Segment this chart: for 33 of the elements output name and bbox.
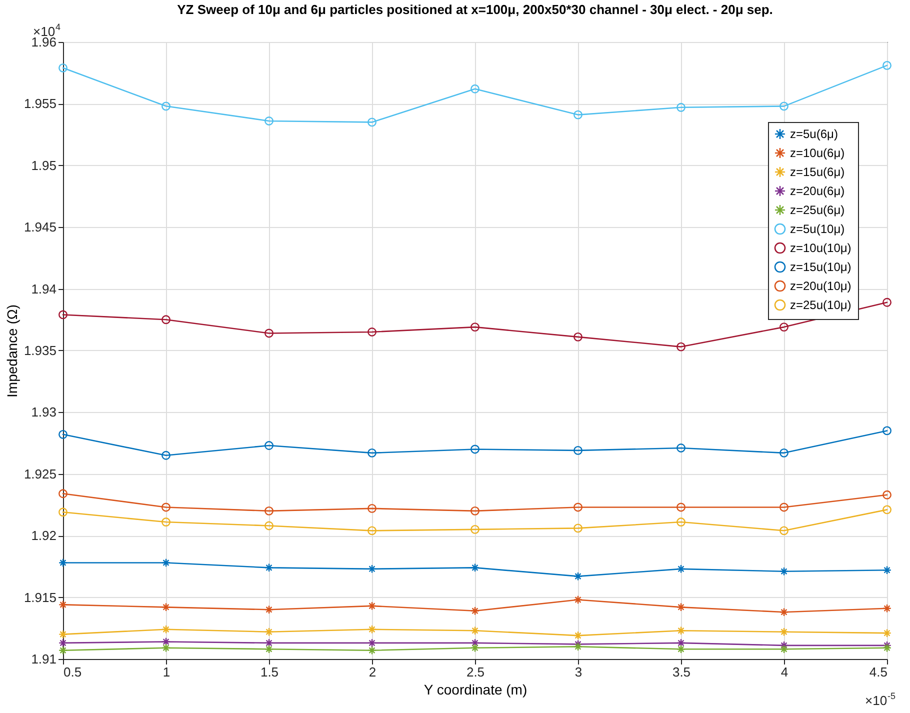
y-tick-label: 1.92 — [31, 528, 56, 544]
y-axis-title: Impedance (Ω) — [4, 304, 20, 398]
y-tick-label: 1.94 — [31, 281, 56, 296]
legend-label: z=10u(6μ) — [790, 146, 845, 160]
x-axis-title: Y coordinate (m) — [424, 682, 528, 698]
chart-title: YZ Sweep of 10μ and 6μ particles positioned at x=100μ, 200x50*30 channel - 30μ elect. - 20μ sep. — [177, 2, 773, 17]
legend-label: z=10u(10μ) — [790, 241, 852, 255]
legend-label: z=5u(10μ) — [790, 222, 845, 236]
legend-label: z=20u(10μ) — [790, 279, 852, 293]
y-tick-label: 1.93 — [31, 404, 56, 420]
y-tick-label: 1.95 — [31, 158, 56, 173]
x-tick-label: 3.5 — [672, 664, 691, 680]
x-tick-label: 4.5 — [869, 664, 888, 680]
legend-label: z=25u(6μ) — [790, 203, 845, 217]
legend-label: z=15u(6μ) — [790, 165, 845, 179]
y-tick-label: 1.925 — [24, 466, 56, 482]
y-tick-label: 1.96 — [31, 34, 56, 50]
x-tick-label: 2.5 — [466, 664, 485, 680]
legend-label: z=15u(10μ) — [790, 260, 852, 274]
x-tick-label: 2 — [368, 664, 376, 680]
x-tick-label: 3 — [574, 664, 582, 680]
y-tick-label: 1.915 — [24, 590, 56, 605]
legend-label: z=25u(10μ) — [790, 298, 852, 312]
y-tick-label: 1.945 — [24, 220, 56, 235]
x-tick-label: 1 — [162, 664, 170, 680]
y-tick-label: 1.935 — [24, 343, 56, 358]
x-tick-label: 1.5 — [260, 664, 279, 680]
y-tick-label: 1.91 — [31, 652, 56, 666]
x-tick-label: 4 — [780, 664, 788, 680]
legend-label: z=5u(6μ) — [790, 127, 838, 141]
legend-label: z=20u(6μ) — [790, 184, 845, 198]
x-tick-label: 0.5 — [64, 664, 82, 680]
y-tick-label: 1.955 — [24, 96, 56, 112]
